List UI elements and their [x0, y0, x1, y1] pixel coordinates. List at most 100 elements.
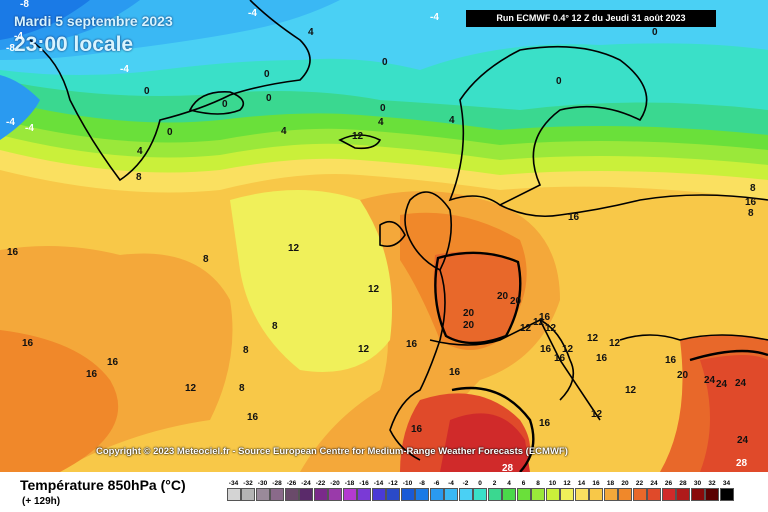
- scale-value: -8: [419, 480, 425, 487]
- scale-color-box: [487, 488, 502, 501]
- contour-label: 16: [539, 418, 551, 429]
- north-europe-coast: [499, 194, 768, 218]
- scale-swatch: -12: [385, 479, 402, 501]
- scale-swatch: 28: [675, 479, 692, 501]
- contour-label: 0: [167, 127, 173, 138]
- scale-value: -4: [448, 480, 454, 487]
- scale-value: -12: [388, 480, 398, 487]
- coastlines: [29, 0, 768, 461]
- faroe-coast: [338, 134, 382, 150]
- scale-swatch: -4: [443, 479, 460, 501]
- forecast-time: 23:00 locale: [14, 33, 134, 56]
- scale-color-box: [719, 488, 734, 501]
- contour-label: 20: [510, 296, 522, 307]
- legend-bar: Température 850hPa (°C) (+ 129h) -34 -32-…: [0, 472, 768, 512]
- scale-swatch: 32: [704, 479, 721, 501]
- contour-label: 16: [86, 369, 98, 380]
- map-canvas: [0, 0, 768, 472]
- contour-label: 0: [144, 86, 150, 97]
- copyright: Copyright © 2023 Meteociel.fr - Source E…: [96, 446, 568, 457]
- scale-color-box: [400, 488, 415, 501]
- balkan-coast: [619, 334, 768, 341]
- contour-label: 12: [358, 344, 370, 355]
- contour-label: 24: [704, 375, 716, 386]
- contour-label: 4: [281, 126, 287, 137]
- scale-swatch: 20: [617, 479, 634, 501]
- atlantic-coast: [389, 269, 446, 461]
- scale-swatch: -24: [298, 479, 315, 501]
- scale-color-box: [255, 488, 270, 501]
- legend-title: Température 850hPa (°C): [20, 477, 186, 493]
- contour-label: 16: [665, 355, 677, 366]
- scale-swatch: -22: [312, 479, 329, 501]
- contour-label: 16: [540, 344, 552, 355]
- scale-color-box: [226, 488, 241, 501]
- scale-value: 28: [679, 480, 687, 487]
- contour-label: 12: [591, 409, 603, 420]
- contour-label: 24: [735, 378, 747, 389]
- contour-label: 16: [539, 312, 551, 323]
- scale-value: -26: [286, 480, 297, 487]
- scale-swatch: 34: [718, 479, 735, 501]
- field-26-iberia: [440, 413, 530, 472]
- scale-swatch: 0: [472, 479, 489, 501]
- scale-value: 2: [492, 480, 497, 487]
- contour-label: 8: [748, 208, 754, 219]
- contour-label: -4: [430, 12, 439, 23]
- scale-value: 22: [635, 480, 644, 487]
- contour-label: 8: [243, 345, 249, 356]
- scale-color-box: [284, 488, 299, 501]
- scale-value: -34: [228, 480, 239, 487]
- contour-label: 12: [533, 317, 545, 328]
- contour-label: 24: [716, 379, 728, 390]
- greenland-coast: [29, 0, 311, 182]
- contour-label: -4: [25, 123, 34, 134]
- scale-color-box: [429, 488, 444, 501]
- scale-color-box: [603, 488, 618, 501]
- scandinavia-coast: [448, 45, 648, 206]
- scale-value: -2: [462, 480, 469, 487]
- contour-label: -4: [6, 117, 15, 128]
- contour-label: 16: [449, 367, 461, 378]
- contour-label: 12: [520, 323, 532, 334]
- scale-value: 0: [478, 480, 482, 487]
- scale-value: 8: [536, 480, 540, 487]
- contour-label: 12: [545, 323, 557, 334]
- scale-color-box: [516, 488, 531, 501]
- scale-swatch: 14: [573, 479, 590, 501]
- contour-label: 20: [463, 308, 475, 319]
- scale-swatch: -6: [428, 479, 445, 501]
- contour-label: 20: [677, 370, 689, 381]
- contour-label: 16: [107, 357, 119, 368]
- contour-label: 12: [288, 243, 300, 254]
- scale-swatch: 10: [544, 479, 561, 501]
- contour-label: 28: [736, 458, 748, 469]
- scale-swatch: -28: [269, 479, 286, 501]
- scale-color-box: [502, 488, 516, 501]
- scale-color-box: [313, 488, 328, 501]
- contour-label: 8: [272, 321, 278, 332]
- model-run: Run ECMWF 0.4° 12 Z du Jeudi 31 août 202…: [466, 10, 716, 27]
- scale-swatch: 30: [689, 479, 706, 501]
- scale-value: -16: [359, 480, 369, 487]
- scale-color-box: [444, 488, 458, 501]
- contour-label: 4: [137, 146, 143, 157]
- contour-label: 16: [406, 339, 418, 350]
- scale-swatch: 26: [660, 479, 677, 501]
- scale-swatch: 22: [631, 479, 648, 501]
- scale-color-box: [270, 488, 284, 501]
- scale-value: 14: [577, 480, 586, 487]
- contour-label: 0: [382, 57, 388, 68]
- scale-value: -14: [373, 480, 384, 487]
- contour-label: 16: [554, 353, 566, 364]
- contour-20-france: [434, 251, 522, 345]
- scale-color-box: [299, 488, 313, 501]
- contour-label: -8: [6, 43, 15, 54]
- temperature-map: Mardi 5 septembre 2023 23:00 locale Run …: [0, 0, 768, 472]
- contour-label: 16: [411, 424, 423, 435]
- scale-color-box: [473, 488, 487, 501]
- scale-color-box: [589, 488, 603, 501]
- scale-value: 6: [521, 480, 526, 487]
- scale-value: -20: [330, 480, 340, 487]
- scale-value: -10: [402, 480, 413, 487]
